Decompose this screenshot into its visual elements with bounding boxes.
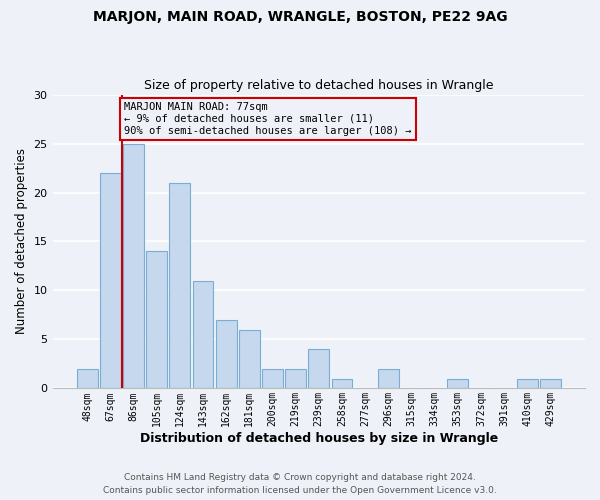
Bar bbox=[169, 182, 190, 388]
X-axis label: Distribution of detached houses by size in Wrangle: Distribution of detached houses by size … bbox=[140, 432, 498, 445]
Bar bbox=[77, 369, 98, 388]
Bar bbox=[540, 378, 561, 388]
Bar bbox=[262, 369, 283, 388]
Bar bbox=[332, 378, 352, 388]
Bar bbox=[193, 280, 214, 388]
Title: Size of property relative to detached houses in Wrangle: Size of property relative to detached ho… bbox=[144, 79, 494, 92]
Bar bbox=[216, 320, 236, 388]
Text: Contains HM Land Registry data © Crown copyright and database right 2024.
Contai: Contains HM Land Registry data © Crown c… bbox=[103, 474, 497, 495]
Bar bbox=[146, 252, 167, 388]
Bar bbox=[448, 378, 468, 388]
Bar bbox=[517, 378, 538, 388]
Bar bbox=[378, 369, 398, 388]
Bar bbox=[123, 144, 144, 388]
Bar bbox=[285, 369, 306, 388]
Bar bbox=[308, 349, 329, 389]
Text: MARJON, MAIN ROAD, WRANGLE, BOSTON, PE22 9AG: MARJON, MAIN ROAD, WRANGLE, BOSTON, PE22… bbox=[92, 10, 508, 24]
Y-axis label: Number of detached properties: Number of detached properties bbox=[15, 148, 28, 334]
Text: MARJON MAIN ROAD: 77sqm
← 9% of detached houses are smaller (11)
90% of semi-det: MARJON MAIN ROAD: 77sqm ← 9% of detached… bbox=[124, 102, 412, 136]
Bar bbox=[239, 330, 260, 388]
Bar bbox=[100, 173, 121, 388]
